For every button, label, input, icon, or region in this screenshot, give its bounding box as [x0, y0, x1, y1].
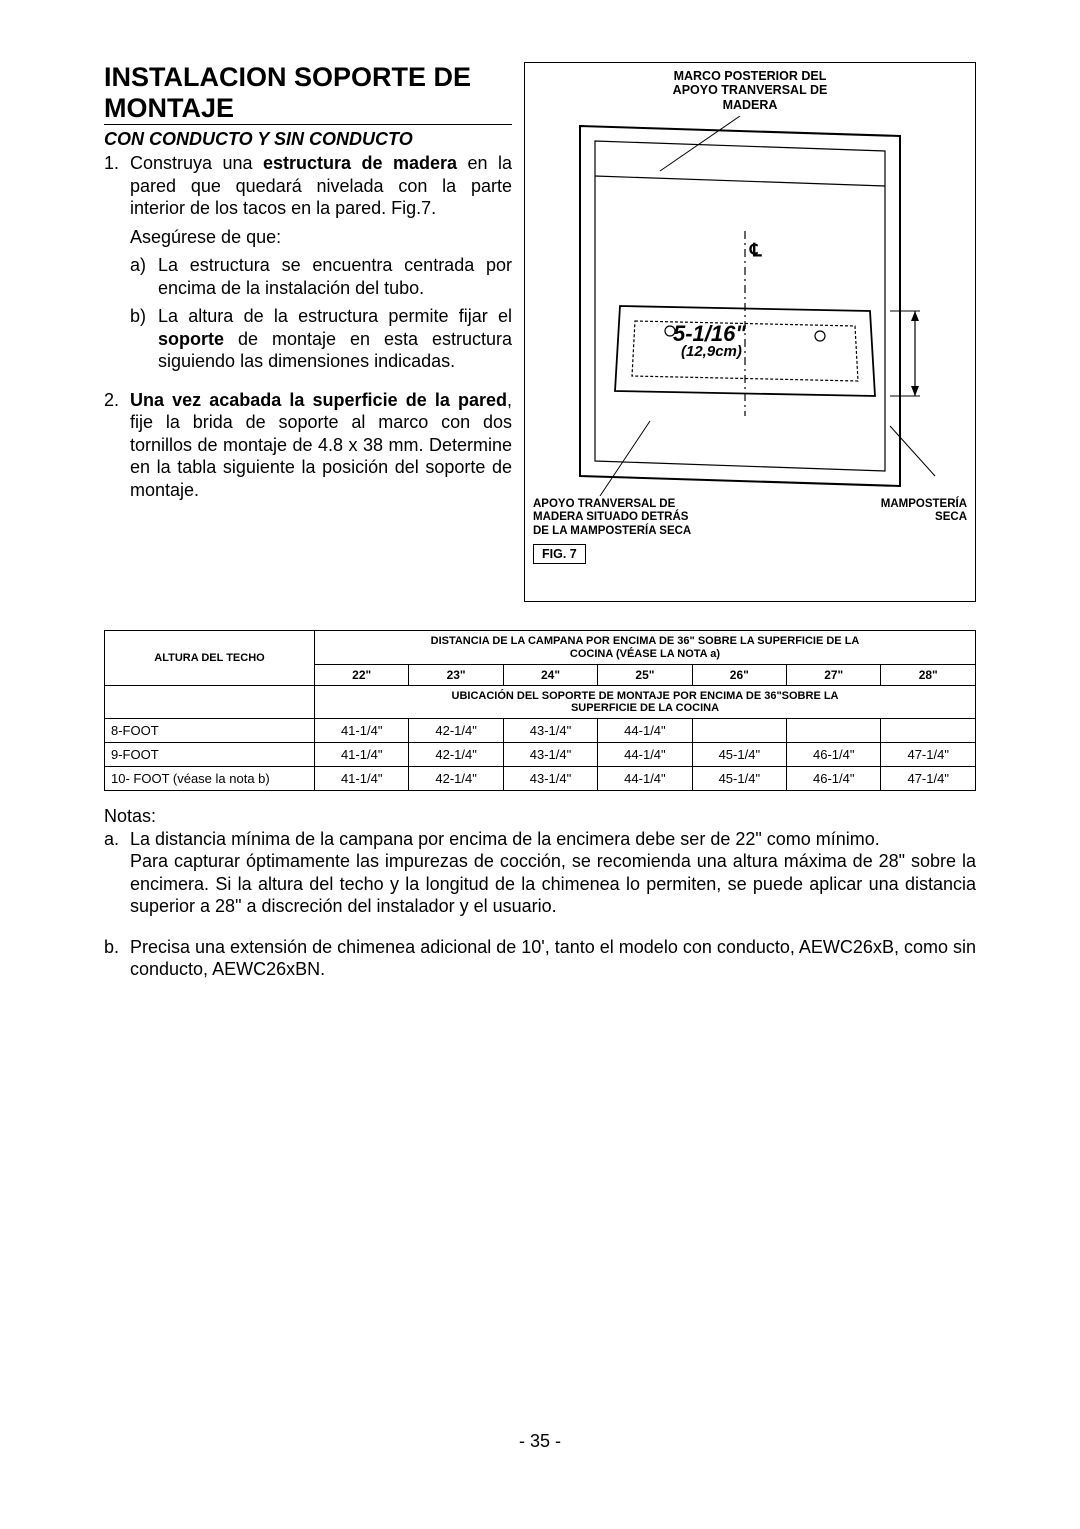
- th-ubicacion: UBICACIÓN DEL SOPORTE DE MONTAJE POR ENC…: [315, 686, 976, 719]
- sub-letter-a: a): [130, 254, 158, 299]
- sub-a-content: La estructura se encuentra centrada por …: [158, 254, 512, 299]
- svg-text:℄: ℄: [749, 240, 762, 260]
- col-28: 28": [881, 665, 976, 686]
- note-b-content: Precisa una extensión de chimenea adicio…: [130, 936, 976, 981]
- list-number-2: 2.: [104, 389, 130, 502]
- figure-7-box: MARCO POSTERIOR DEL APOYO TRANVERSAL DE …: [524, 62, 976, 602]
- item1-intro: Construya una: [130, 153, 263, 173]
- diagram-bottom-left-label: APOYO TRANVERSAL DE MADERA SITUADO DETRÁ…: [533, 498, 691, 538]
- col-25: 25": [598, 665, 692, 686]
- list-number-1: 1.: [104, 152, 130, 379]
- col-27: 27": [787, 665, 881, 686]
- mounting-table: ALTURA DEL TECHO DISTANCIA DE LA CAMPANA…: [104, 630, 976, 791]
- notas-title: Notas:: [104, 805, 976, 828]
- page-number: - 35 -: [104, 1431, 976, 1452]
- item1-bold: estructura de madera: [263, 153, 457, 173]
- col-23: 23": [409, 665, 503, 686]
- section-subtitle: CON CONDUCTO Y SIN CONDUCTO: [104, 129, 512, 150]
- diagram-svg: ℄: [533, 116, 967, 496]
- col-24: 24": [503, 665, 597, 686]
- page-title: INSTALACION SOPORTE DE MONTAJE: [104, 62, 512, 125]
- col-26: 26": [692, 665, 786, 686]
- dim-main: 5-1/16": [673, 323, 746, 345]
- table-row: 10- FOOT (véase la nota b) 41-1/4" 42-1/…: [105, 767, 976, 791]
- diagram-bottom-right-label: MAMPOSTERÍA SECA: [881, 498, 967, 538]
- note-letter-a: a.: [104, 828, 130, 918]
- note-a-content: La distancia mínima de la campana por en…: [130, 828, 976, 918]
- th-distancia: DISTANCIA DE LA CAMPANA POR ENCIMA DE 36…: [315, 631, 976, 665]
- figure-number: FIG. 7: [533, 544, 586, 564]
- sub-b-content: La altura de la estructura permite fijar…: [158, 305, 512, 373]
- table-row: 9-FOOT 41-1/4" 42-1/4" 43-1/4" 44-1/4" 4…: [105, 743, 976, 767]
- note-letter-b: b.: [104, 936, 130, 981]
- diagram-top-label: MARCO POSTERIOR DEL APOYO TRANVERSAL DE …: [533, 69, 967, 112]
- dim-sub: (12,9cm): [681, 344, 742, 359]
- item2-bold: Una vez acabada la superficie de la pare…: [130, 390, 507, 410]
- sub-letter-b: b): [130, 305, 158, 373]
- th-altura: ALTURA DEL TECHO: [105, 631, 315, 686]
- col-22: 22": [315, 665, 409, 686]
- table-row: 8-FOOT 41-1/4" 42-1/4" 43-1/4" 44-1/4": [105, 719, 976, 743]
- asegurese-text: Asegúrese de que:: [130, 226, 512, 249]
